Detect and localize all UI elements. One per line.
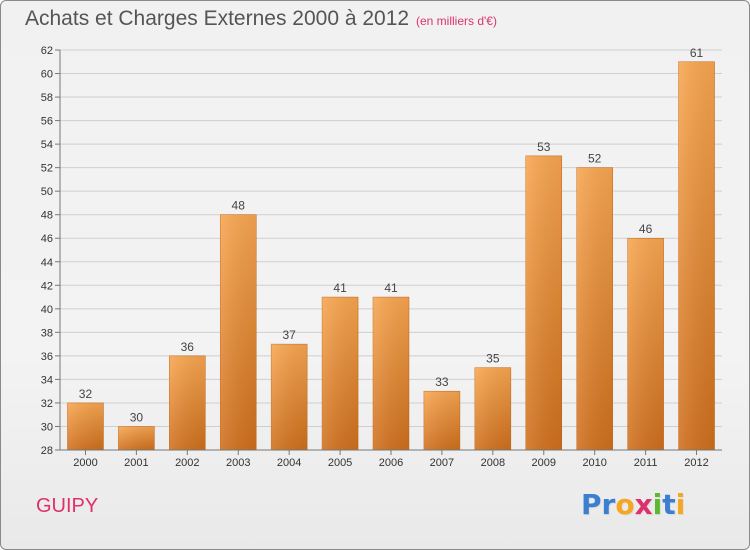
logo-letter: x [634, 488, 653, 521]
value-label: 46 [639, 222, 653, 236]
bar-shine [474, 367, 511, 450]
y-tick-label: 40 [41, 304, 53, 316]
proxiti-logo[interactable]: Proxiti [581, 488, 685, 521]
bar-shine [67, 402, 104, 450]
value-labels: 32 30 36 48 37 41 41 33 35 53 52 46 61 [79, 46, 704, 425]
bar-shine [169, 355, 206, 450]
value-label: 53 [537, 140, 551, 154]
value-label: 41 [384, 281, 398, 295]
y-tick-label: 38 [41, 327, 53, 339]
bar-shine [627, 238, 664, 450]
y-tick-label: 52 [41, 163, 53, 175]
bar-shine [423, 391, 460, 450]
y-tick-label: 58 [41, 92, 53, 104]
value-label: 36 [181, 340, 195, 354]
x-tick-label: 2003 [226, 457, 250, 469]
y-tick-label: 34 [41, 374, 53, 386]
x-tick-label: 2008 [481, 457, 505, 469]
bar-shine [373, 297, 409, 450]
bar-shine [271, 344, 308, 450]
value-label: 41 [333, 281, 347, 295]
x-tick-label: 2004 [277, 457, 301, 469]
x-tick-label: 2006 [379, 457, 403, 469]
x-tick-label: 2000 [73, 457, 97, 469]
y-tick-label: 54 [41, 139, 53, 151]
x-tick-label: 2005 [328, 457, 352, 469]
x-tick-label: 2002 [175, 457, 199, 469]
logo-letter: t [662, 488, 676, 521]
y-tick-label: 44 [41, 257, 53, 269]
y-tick-label: 30 [41, 421, 53, 433]
chart-title: Achats et Charges Externes 2000 à 2012 [25, 7, 410, 30]
commune-name: GUIPY [36, 495, 99, 517]
y-tick-label: 62 [41, 45, 53, 57]
y-tick-label: 28 [41, 445, 53, 457]
logo-letter: r [601, 488, 616, 521]
y-tick-label: 36 [41, 351, 53, 363]
value-label: 30 [130, 410, 144, 424]
value-label: 52 [588, 152, 602, 166]
value-label: 61 [690, 46, 704, 60]
axes: 28 30 32 34 36 38 40 42 44 46 48 50 52 54 56 58 60 62 2000… [41, 45, 722, 469]
x-tick-label: 2007 [430, 457, 454, 469]
value-label: 32 [79, 387, 93, 401]
chart-subtitle: (en milliers d'€) [416, 14, 497, 28]
logo-letter: i [652, 488, 663, 521]
logo-letter: i [675, 488, 686, 521]
bar-shine [576, 167, 613, 450]
value-label: 33 [435, 375, 449, 389]
y-tick-label: 32 [41, 398, 53, 410]
bar-shine [220, 214, 257, 450]
y-tick-label: 46 [41, 233, 53, 245]
bar-shine [322, 297, 359, 450]
value-label: 48 [232, 199, 246, 213]
logo-letter: P [581, 488, 602, 521]
bar-shine [525, 155, 562, 450]
value-label: 37 [282, 328, 296, 342]
logo-letter: o [615, 488, 635, 521]
x-tick-label: 2001 [124, 457, 148, 469]
bar-shine [678, 61, 715, 450]
y-tick-label: 48 [41, 210, 53, 222]
bars [67, 61, 715, 451]
x-tick-label: 2011 [634, 457, 658, 469]
bar-shine [118, 426, 155, 450]
y-tick-label: 60 [41, 69, 53, 81]
y-tick-label: 56 [41, 116, 53, 128]
x-tick-label: 2010 [582, 457, 606, 469]
y-tick-label: 50 [41, 186, 53, 198]
value-label: 35 [486, 352, 500, 366]
x-tick-label: 2009 [532, 457, 556, 469]
x-tick-label: 2012 [684, 457, 708, 469]
y-tick-label: 42 [41, 280, 53, 292]
